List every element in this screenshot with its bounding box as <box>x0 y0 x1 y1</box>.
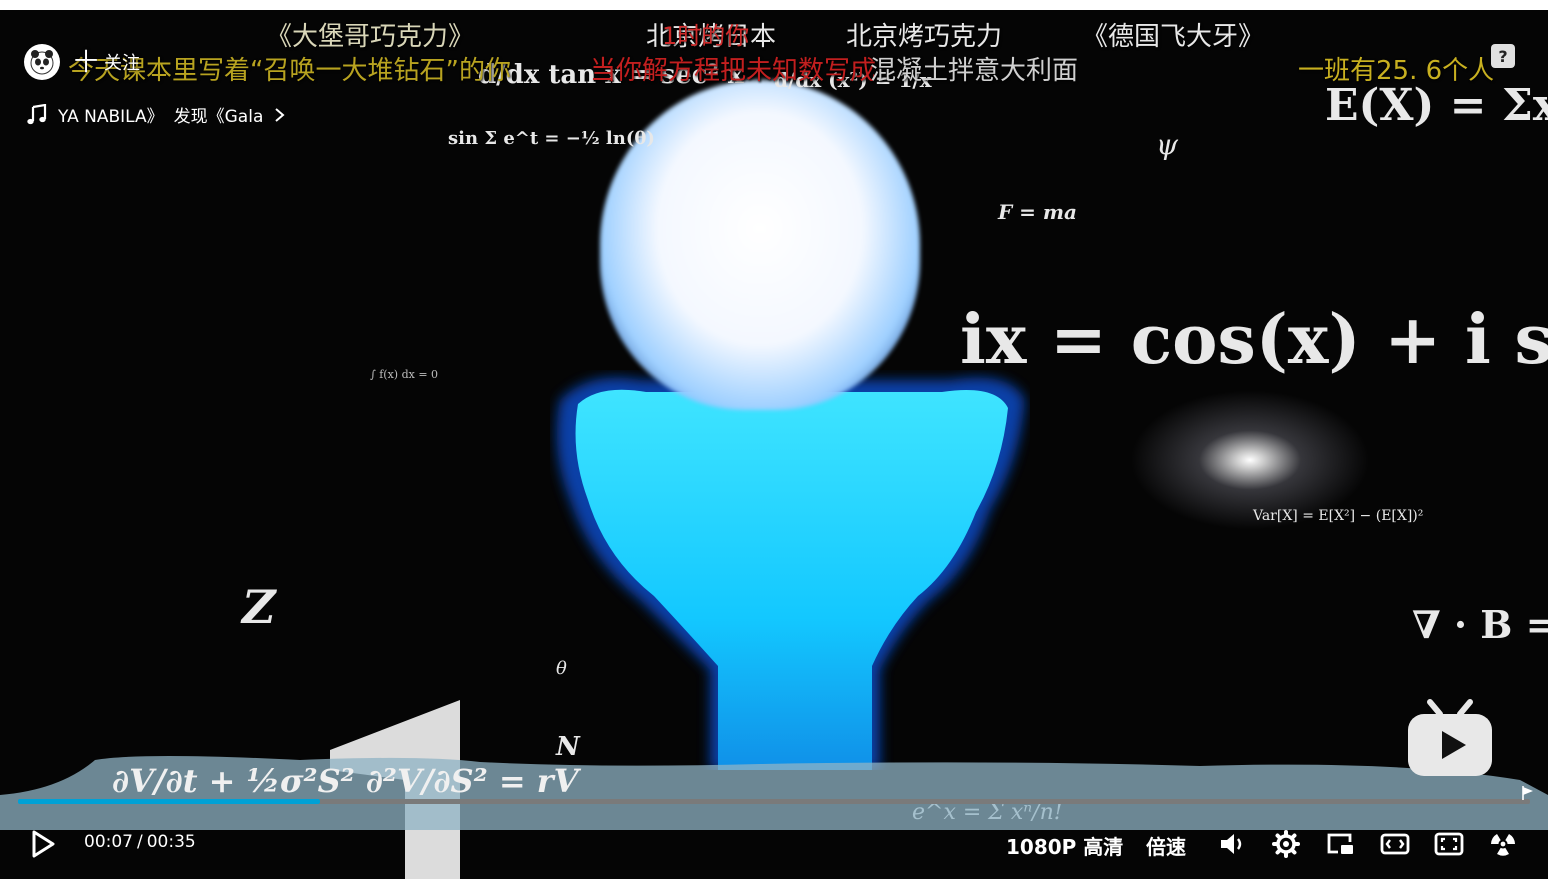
fullscreen-icon <box>1434 832 1464 856</box>
radiation-button[interactable] <box>1488 830 1518 858</box>
large-numeral-one <box>330 700 460 879</box>
play-button[interactable] <box>30 830 56 858</box>
formula-derivative: d/dx (x²) = 1/x <box>774 68 932 92</box>
help-badge[interactable]: ? <box>1491 44 1515 68</box>
music-bar[interactable]: YA NABILA》 发现《Gala <box>26 102 287 127</box>
formula-psi: ψ <box>1156 128 1178 161</box>
formula-tan: d/dx tan x = sec² x <box>478 60 744 90</box>
formula-newton: F = ma <box>998 200 1078 224</box>
music-note-icon <box>27 103 47 124</box>
danmaku-comment: 一班有25. 6个人 <box>1298 56 1495 86</box>
play-icon <box>32 830 55 858</box>
formula-n: N <box>556 732 580 762</box>
formula-euler: ix = cos(x) + i sin( <box>960 300 1548 380</box>
danmaku-comment: 北京烤巧克力 <box>846 22 1003 52</box>
avatar[interactable] <box>24 44 60 80</box>
widescreen-icon <box>1380 833 1410 855</box>
picture-in-picture-button[interactable] <box>1326 830 1356 858</box>
danmaku-comment: 今天课本里写着“召唤一大堆钻石”的你 <box>68 56 511 86</box>
wave-shape <box>0 756 1548 830</box>
time-display: 00:07 / 00:35 <box>82 832 198 852</box>
music-discover: 发现《Gala <box>173 107 264 127</box>
volume-icon <box>1221 834 1242 854</box>
follow-label: 关注 <box>104 53 140 74</box>
quality-button[interactable]: 1080P 高清 <box>1006 835 1124 859</box>
uploader-bar: 十 关注 <box>24 44 140 80</box>
video-frame[interactable]: ix = cos(x) + i sin( E(X) = Σx F = ma Va… <box>0 10 1548 879</box>
current-time: 00:07 <box>84 832 133 852</box>
formula-expectation: E(X) = Σx <box>1325 80 1548 131</box>
settings-button[interactable] <box>1272 830 1300 858</box>
danmaku-comment: 1时的你 <box>662 22 750 50</box>
video-player[interactable]: ix = cos(x) + i sin( E(X) = Σx F = ma Va… <box>0 10 1548 879</box>
gear-icon <box>1272 830 1300 858</box>
glowing-head-brain <box>600 80 920 410</box>
speed-button[interactable]: 倍速 <box>1146 835 1186 859</box>
formula-z: Z <box>242 580 276 634</box>
danmaku-comment: 混凝土拌意大利面 <box>870 56 1079 86</box>
follow-button[interactable]: 十 关注 <box>74 49 140 75</box>
glowing-head-silhouette <box>556 377 1025 770</box>
volume-button[interactable] <box>1218 830 1246 858</box>
flag-icon <box>1522 786 1533 800</box>
progress-bar[interactable] <box>18 786 1533 804</box>
danmaku-comment: 《大堡哥巧克力》 <box>266 22 475 52</box>
formula-theta: θ <box>556 658 567 679</box>
chevron-right-icon <box>275 107 285 122</box>
plus-icon: 十 <box>74 48 98 76</box>
time-separator: / <box>137 832 143 852</box>
control-bar: 00:07 / 00:35 1080P 高清 倍速 <box>0 822 1548 868</box>
duration: 00:35 <box>146 832 196 852</box>
bilibili-play-logo-icon[interactable] <box>1404 698 1496 780</box>
formula-black-scholes: ∂V/∂t + ½σ²S² ∂²V/∂S² = rV <box>112 762 579 800</box>
progress-fill <box>18 799 321 804</box>
pip-icon <box>1327 833 1353 854</box>
radiation-icon <box>1491 834 1515 856</box>
formula-variance: Var[X] = E[X²] − (E[X])² <box>1253 508 1424 524</box>
panda-avatar-icon <box>30 50 54 75</box>
fullscreen-button[interactable] <box>1434 830 1464 858</box>
danmaku-comment: 《德国飞大牙》 <box>1082 22 1265 52</box>
danmaku-comment: 北京烤日本 <box>646 22 777 52</box>
light-flare <box>1130 390 1370 530</box>
danmaku-comment: 当你解方程把未知数写成 <box>590 56 877 86</box>
widescreen-button[interactable] <box>1380 830 1410 858</box>
formula-sin-sum: sin Σ e^t = −½ ln(θ) <box>448 128 655 149</box>
music-track-title: YA NABILA》 <box>58 107 164 127</box>
formula-divergence: ∇ · B = <box>1412 602 1548 647</box>
formula-integral: ∫ f(x) dx = 0 <box>370 368 439 381</box>
